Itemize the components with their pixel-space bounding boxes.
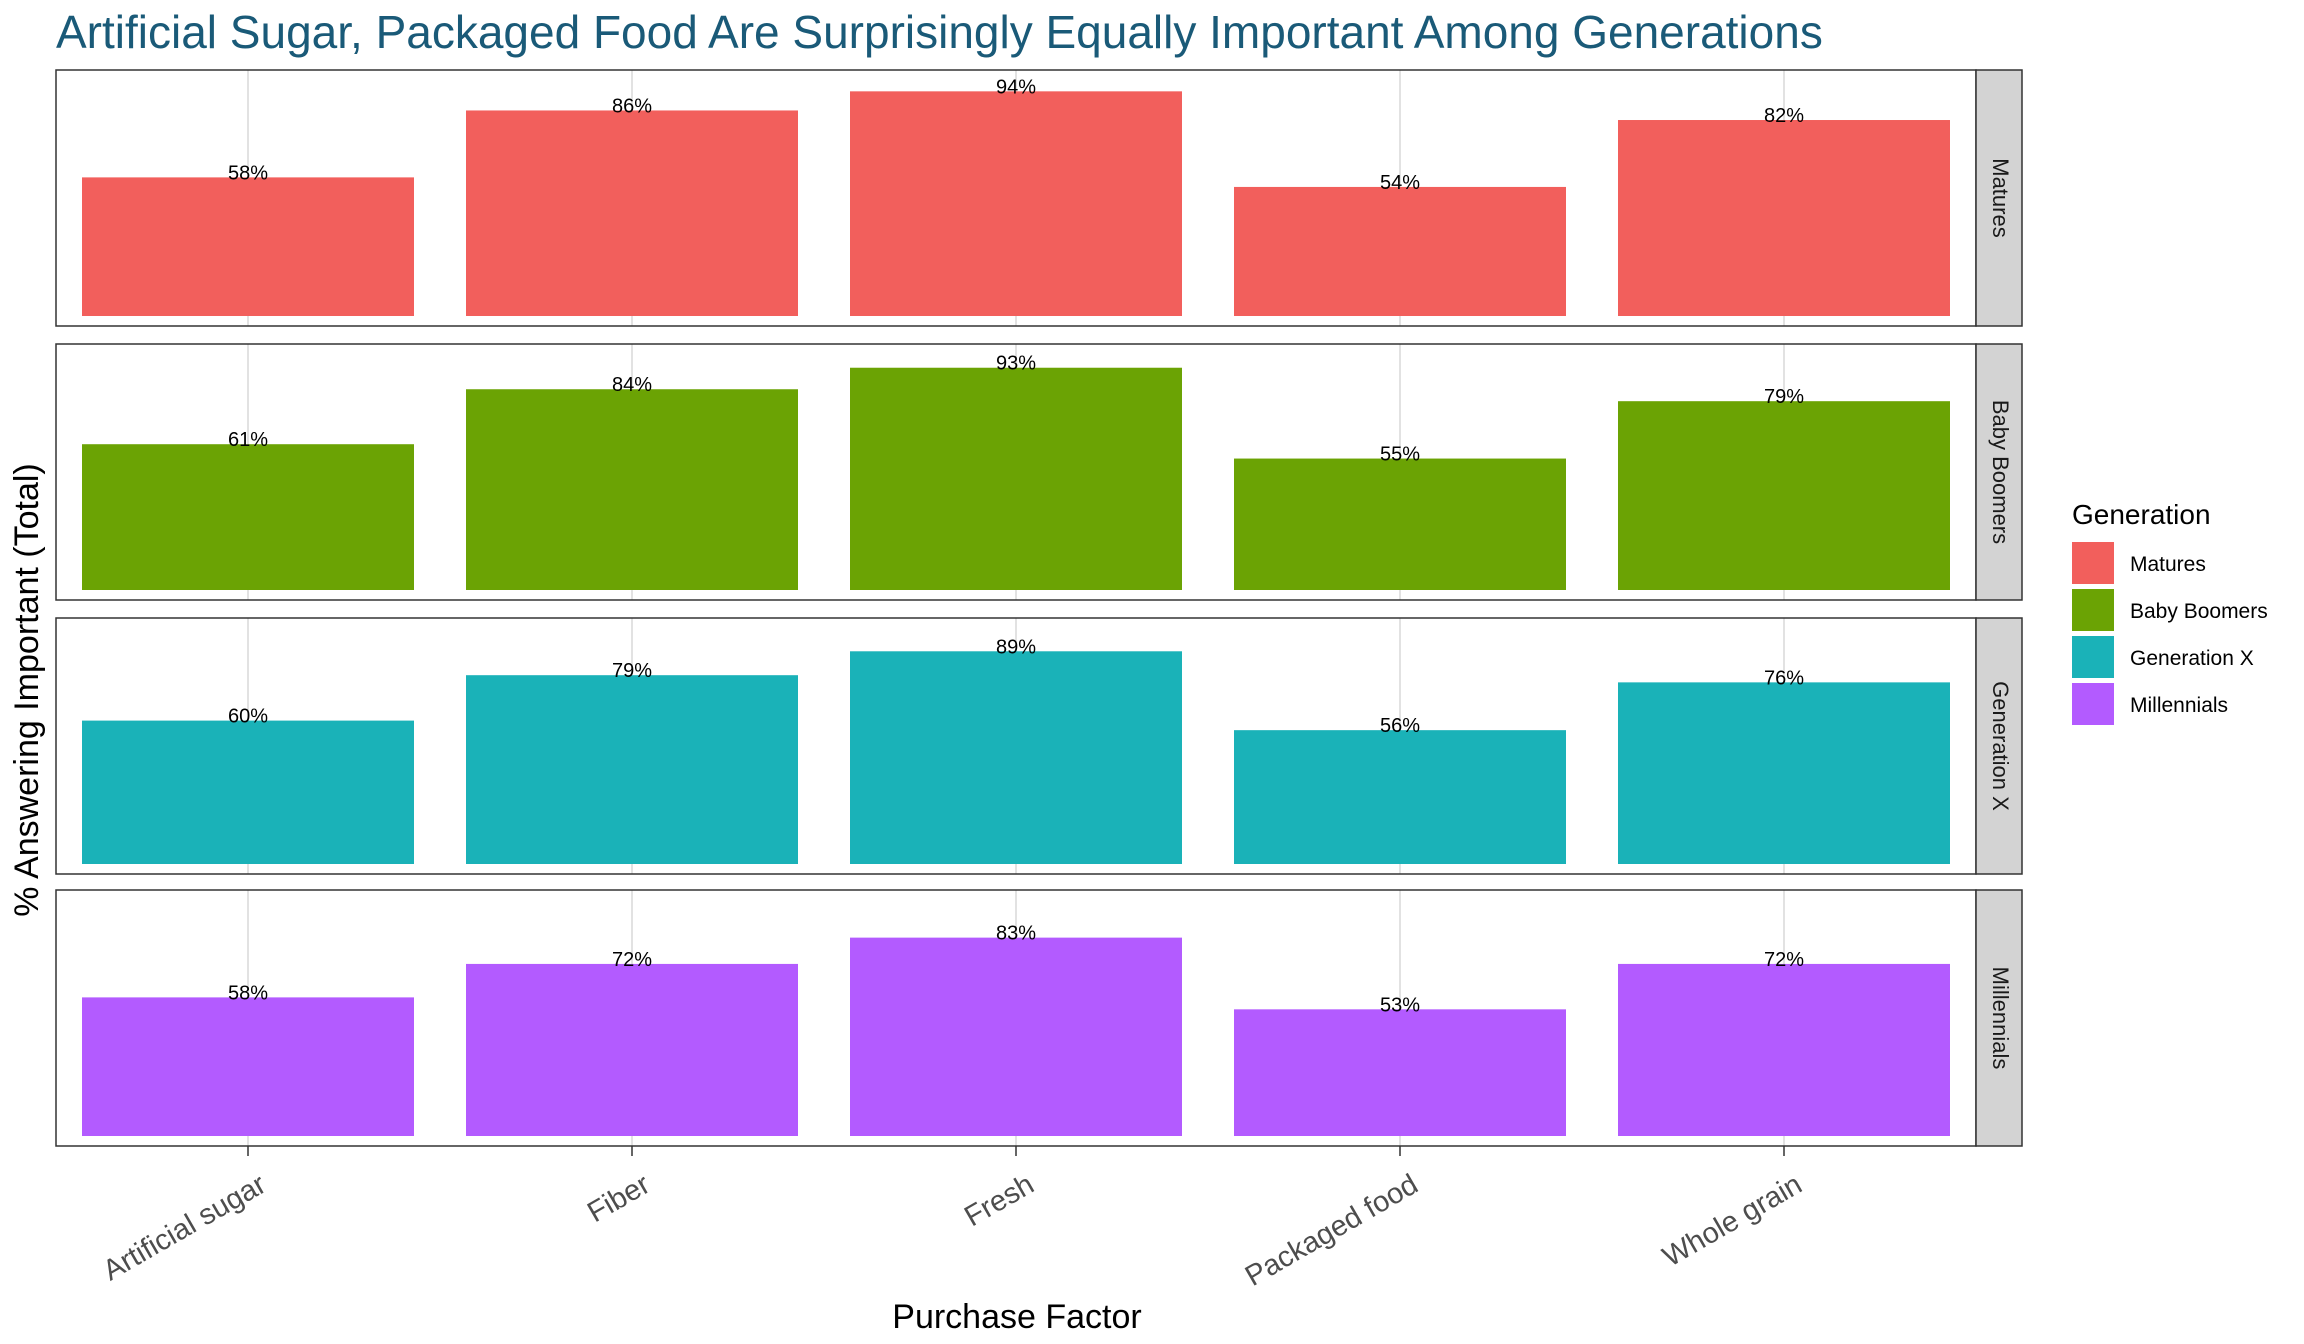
facet-label-millennials: Millennials	[1988, 967, 2013, 1070]
y-axis-title: % Answering Important (Total)	[8, 463, 46, 917]
x-tick-label-whole-grain: Whole grain	[1657, 1168, 1807, 1273]
x-tick-label-artificial-sugar: Artificial sugar	[98, 1168, 272, 1287]
legend-title: Generation	[2072, 499, 2211, 530]
bar-baby-boomers-artificial-sugar	[82, 444, 414, 590]
facet-label-matures: Matures	[1988, 158, 2013, 237]
data-label-matures-whole-grain: 82%	[1764, 105, 1804, 127]
data-label-generation-x-whole-grain: 76%	[1764, 667, 1804, 689]
data-label-baby-boomers-fresh: 93%	[996, 353, 1036, 375]
facet-label-generation-x: Generation X	[1988, 681, 2013, 811]
bar-baby-boomers-whole-grain	[1618, 401, 1950, 590]
bar-generation-x-fresh	[850, 651, 1182, 864]
data-label-matures-artificial-sugar: 58%	[228, 162, 268, 184]
chart-title: Artificial Sugar, Packaged Food Are Surp…	[56, 6, 1823, 58]
bar-generation-x-whole-grain	[1618, 682, 1950, 864]
bar-generation-x-packaged-food	[1234, 730, 1566, 864]
legend-swatch	[2072, 589, 2114, 631]
facet-panels: 58% 86% 94% 54% 82% Matures 61% 84% 93% 55% 79% Bab…	[55, 69, 2023, 1147]
legend-item-generation-x: Generation X	[2072, 636, 2254, 678]
bar-millennials-fiber	[466, 963, 798, 1136]
bar-matures-artificial-sugar	[82, 177, 414, 316]
facet-strip	[1975, 889, 2023, 1147]
data-label-millennials-packaged-food: 53%	[1380, 994, 1420, 1016]
data-label-millennials-fresh: 83%	[996, 923, 1036, 945]
legend-label: Generation X	[2130, 647, 2254, 670]
data-label-generation-x-fresh: 89%	[996, 636, 1036, 658]
bar-millennials-whole-grain	[1618, 963, 1950, 1136]
bar-baby-boomers-packaged-food	[1234, 458, 1566, 590]
bar-matures-fresh	[850, 91, 1182, 316]
data-label-millennials-fiber: 72%	[612, 949, 652, 971]
facet-strip	[1975, 617, 2023, 875]
data-label-baby-boomers-fiber: 84%	[612, 374, 652, 396]
facet-label-baby-boomers: Baby Boomers	[1988, 400, 2013, 544]
data-label-baby-boomers-packaged-food: 55%	[1380, 444, 1420, 466]
panel-millennials: 58% 72% 83% 53% 72% Millennials	[55, 889, 2023, 1147]
x-tick-label-fiber: Fiber	[582, 1168, 656, 1229]
bar-millennials-artificial-sugar	[82, 997, 414, 1136]
panel-matures: 58% 86% 94% 54% 82% Matures	[55, 69, 2023, 327]
x-tick-label-packaged-food: Packaged food	[1240, 1168, 1424, 1292]
x-axis-title: Purchase Factor	[892, 1298, 1141, 1336]
data-label-millennials-artificial-sugar: 58%	[228, 982, 268, 1004]
facet-strip	[1975, 343, 2023, 601]
data-label-matures-fiber: 86%	[612, 95, 652, 117]
legend-label: Millennials	[2130, 694, 2228, 717]
data-label-generation-x-packaged-food: 56%	[1380, 715, 1420, 737]
panel-baby-boomers: 61% 84% 93% 55% 79% Baby Boomers	[55, 343, 2023, 601]
bar-generation-x-fiber	[466, 675, 798, 864]
data-label-baby-boomers-whole-grain: 79%	[1764, 386, 1804, 408]
bar-baby-boomers-fiber	[466, 389, 798, 590]
bar-millennials-packaged-food	[1234, 1009, 1566, 1136]
x-tick-label-fresh: Fresh	[959, 1168, 1039, 1233]
data-label-baby-boomers-artificial-sugar: 61%	[228, 429, 268, 451]
bar-millennials-fresh	[850, 937, 1182, 1136]
data-label-generation-x-fiber: 79%	[612, 660, 652, 682]
data-label-matures-fresh: 94%	[996, 76, 1036, 98]
bar-matures-packaged-food	[1234, 186, 1566, 316]
data-label-generation-x-artificial-sugar: 60%	[228, 706, 268, 728]
bar-matures-fiber	[466, 110, 798, 317]
legend-swatch	[2072, 542, 2114, 584]
facet-strip	[1975, 69, 2023, 327]
legend: Generation Matures Baby Boomers Generation…	[2072, 499, 2268, 725]
legend-item-millennials: Millennials	[2072, 683, 2228, 725]
legend-swatch	[2072, 683, 2114, 725]
data-label-millennials-whole-grain: 72%	[1764, 949, 1804, 971]
bar-generation-x-artificial-sugar	[82, 720, 414, 864]
legend-label: Baby Boomers	[2130, 600, 2268, 623]
data-label-matures-packaged-food: 54%	[1380, 172, 1420, 194]
panel-generation-x: 60% 79% 89% 56% 76% Generation X	[55, 617, 2023, 875]
bar-baby-boomers-fresh	[850, 367, 1182, 590]
legend-swatch	[2072, 636, 2114, 678]
legend-label: Matures	[2130, 553, 2206, 576]
bar-matures-whole-grain	[1618, 120, 1950, 317]
legend-item-baby-boomers: Baby Boomers	[2072, 589, 2268, 631]
x-axis: Artificial sugar Fiber Fresh Packaged food W…	[98, 1146, 1808, 1293]
legend-item-matures: Matures	[2072, 542, 2206, 584]
